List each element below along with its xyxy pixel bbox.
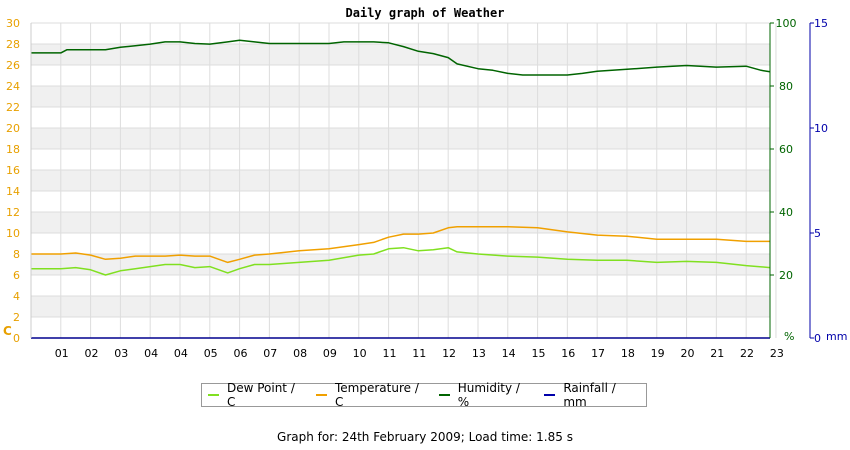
x-tick-label: 17 (591, 347, 605, 360)
humidity-tick-label: 60 (779, 143, 793, 156)
legend-item-humidity: Humidity / % (438, 381, 529, 409)
x-tick-label: 03 (114, 347, 128, 360)
grid-band (31, 65, 770, 86)
grid-band (31, 233, 770, 254)
grid-band (31, 254, 770, 275)
grid-band (31, 191, 770, 212)
humidity-tick-label: 20 (779, 269, 793, 282)
x-tick-label: 21 (710, 347, 724, 360)
x-tick-label: 12 (442, 347, 456, 360)
grid-band (31, 23, 770, 44)
legend-item-rainfall: Rainfall / mm (544, 381, 636, 409)
left-tick-label: 26 (6, 59, 20, 72)
grid-band (31, 149, 770, 170)
left-tick-label: 2 (13, 311, 20, 324)
x-tick-label: 20 (680, 347, 694, 360)
humidity-tick-label: 80 (779, 80, 793, 93)
grid-band (31, 212, 770, 233)
x-tick-label: 02 (84, 347, 98, 360)
vertical-gridlines: 01 02 03 04 04 05 06 07 08 09 10 11 11 12 13 14 15 16 17 18… (55, 23, 784, 360)
footer-load-time: 1.85 s (536, 430, 573, 444)
dew-point-swatch (208, 394, 219, 396)
left-tick-label: 12 (6, 206, 20, 219)
humidity-axis-unit: % (784, 330, 794, 343)
left-tick-label: 24 (6, 80, 20, 93)
series-line (31, 225, 770, 264)
weather-chart: Daily graph of Weather 01 02 03 04 04 05 06 07 0… (3, 6, 847, 360)
axes: 0246810121416182022242628302040608010005… (6, 17, 828, 345)
x-tick-label: 09 (323, 347, 337, 360)
grid-band (31, 128, 770, 149)
grid-band (31, 170, 770, 191)
footer-date: 24th February 2009 (341, 430, 461, 444)
left-tick-label: 18 (6, 143, 20, 156)
footer: Graph for: 24th February 2009; Load time… (0, 430, 850, 444)
x-tick-label: 18 (621, 347, 635, 360)
x-tick-label: 05 (204, 347, 218, 360)
left-tick-label: 22 (6, 101, 20, 114)
humidity-tick-label: 40 (779, 206, 793, 219)
temperature-swatch (316, 394, 327, 396)
left-tick-label: 30 (6, 17, 20, 30)
rain-tick-label: 15 (814, 17, 828, 30)
grid-band (31, 86, 770, 107)
x-tick-label: 19 (651, 347, 665, 360)
legend-label: Dew Point / C (226, 381, 295, 409)
left-tick-label: 0 (13, 332, 20, 345)
legend-item-dew-point: Dew Point / C (208, 381, 300, 409)
humidity-swatch (438, 394, 450, 396)
left-tick-label: 6 (13, 269, 20, 282)
x-tick-label: 14 (502, 347, 516, 360)
footer-prefix: Graph for: (277, 430, 342, 444)
x-tick-label: 11 (412, 347, 426, 360)
rain-tick-label: 10 (814, 122, 828, 135)
grid-band (31, 275, 770, 296)
rainfall-swatch (544, 394, 556, 396)
grid-band (31, 44, 770, 65)
legend-label: Temperature / C (334, 381, 419, 409)
rain-tick-label: 5 (814, 227, 821, 240)
footer-sep: ; Load time: (460, 430, 537, 444)
legend-label: Rainfall / mm (563, 381, 616, 409)
left-tick-label: 4 (13, 290, 20, 303)
left-tick-label: 16 (6, 164, 20, 177)
x-tick-label: 13 (472, 347, 486, 360)
grid-band (31, 317, 770, 338)
left-tick-label: 28 (6, 38, 20, 51)
humidity-tick-label: 100 (776, 17, 797, 30)
x-tick-label: 15 (531, 347, 545, 360)
legend-item-temperature: Temperature / C (316, 381, 423, 409)
left-tick-label: 8 (13, 248, 20, 261)
rain-axis-unit: mm (826, 330, 847, 343)
left-tick-label: 14 (6, 185, 20, 198)
x-tick-label: 01 (55, 347, 69, 360)
left-tick-label: 10 (6, 227, 20, 240)
x-tick-label: 07 (263, 347, 277, 360)
series-line (31, 246, 771, 276)
x-tick-label: 22 (740, 347, 754, 360)
x-tick-label: 23 (770, 347, 784, 360)
left-tick-label: 20 (6, 122, 20, 135)
x-tick-label: 08 (293, 347, 307, 360)
grid-bands (31, 22, 770, 339)
x-tick-label: 11 (382, 347, 396, 360)
x-tick-label: 10 (353, 347, 367, 360)
series-line (31, 39, 771, 76)
x-tick-label: 04 (174, 347, 188, 360)
grid-band (31, 296, 770, 317)
legend: Dew Point / C Temperature / C Humidity /… (201, 381, 647, 409)
grid-band (31, 107, 770, 128)
left-axis-unit: C (3, 324, 12, 338)
x-tick-label: 06 (233, 347, 247, 360)
chart-title: Daily graph of Weather (346, 6, 505, 20)
x-tick-label: 16 (561, 347, 575, 360)
x-tick-label: 04 (144, 347, 158, 360)
legend-label: Humidity / % (457, 381, 520, 409)
rain-tick-label: 0 (814, 332, 821, 345)
